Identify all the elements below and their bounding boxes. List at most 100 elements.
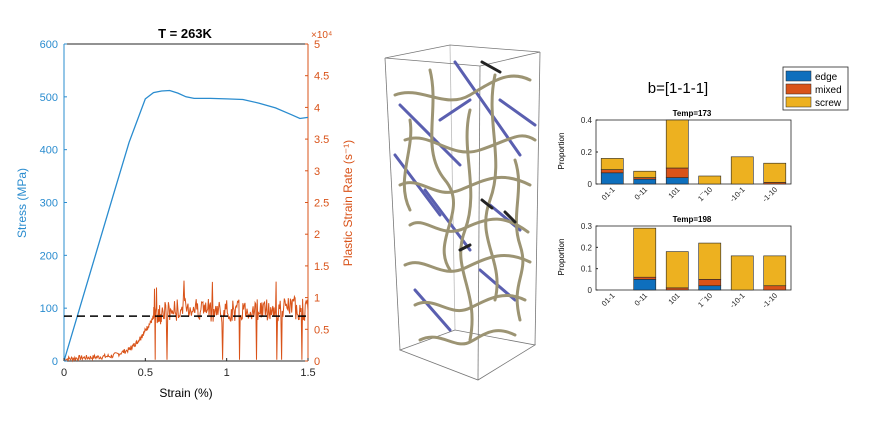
x-tick-label: 1¯10 <box>696 185 714 203</box>
y-axis-label-right: Plastic Strain Rate (s⁻¹) <box>341 140 355 266</box>
y-tick-label-left: 200 <box>40 250 58 262</box>
x-tick-label: -10-1 <box>728 185 747 204</box>
x-tick-label: 0 <box>61 367 67 379</box>
bar-segment-screw <box>730 156 754 185</box>
bar-segment-mixed <box>665 167 689 178</box>
dislocation-line <box>480 60 502 74</box>
dislocation-lines <box>393 60 537 346</box>
y-tick-label-left: 500 <box>40 92 58 104</box>
chart-title: T = 263K <box>158 26 212 41</box>
x-axis-label: Strain (%) <box>159 386 212 400</box>
stress-line <box>63 89 309 362</box>
x-tick-label: -1-10 <box>760 291 779 310</box>
dislocation-line <box>403 134 537 154</box>
dislocation-line <box>498 98 537 127</box>
bar-segment-screw <box>665 251 689 289</box>
dislocation-line <box>403 254 532 273</box>
dislocation-line <box>459 108 474 342</box>
y-tick-label: 0 <box>588 286 593 295</box>
x-tick-label: 1 <box>224 367 230 379</box>
x-tick-label: -1-10 <box>760 185 779 204</box>
x-tick-label: 1.5 <box>300 367 315 379</box>
x-tick-label: 0-11 <box>633 291 650 308</box>
bar-segment-mixed <box>698 279 722 287</box>
y-tick-label: 0.2 <box>581 243 593 252</box>
x-tick-label: -10-1 <box>728 291 747 310</box>
y-tick-label: 0.2 <box>581 148 593 157</box>
legend-label-mixed: mixed <box>815 85 842 96</box>
dislocation-line <box>503 210 517 224</box>
y-tick-label-right: 1 <box>314 293 320 305</box>
x-tick-label: 0.5 <box>138 367 153 379</box>
dislocation-line <box>398 175 532 194</box>
bar-segment-mixed <box>763 285 787 291</box>
bar-segment-screw <box>698 175 722 185</box>
plot-frame <box>595 225 792 291</box>
bar-segment-edge <box>633 279 657 291</box>
bar-segment-screw <box>600 158 624 170</box>
y-axis-label: Proportion <box>557 133 566 170</box>
legend-swatch-screw <box>785 96 812 108</box>
x-tick-label: 01-1 <box>600 185 617 202</box>
bar-segment-mixed <box>633 276 657 280</box>
bar-segment-edge <box>633 178 657 185</box>
y-tick-label-right: 4 <box>314 102 320 114</box>
plastic-strain-rate-line <box>63 280 309 363</box>
bar-segment-mixed <box>600 169 624 174</box>
y-tick-label-left: 300 <box>40 198 58 210</box>
y-tick-label-right: 3.5 <box>314 134 329 146</box>
dislocation-line <box>484 73 499 302</box>
bar-segment-screw <box>763 162 787 183</box>
chart-title: Temp=173 <box>673 109 712 118</box>
legend-label-edge: edge <box>815 72 838 83</box>
legend-swatch-edge <box>785 70 812 82</box>
x-tick-label: 1¯10 <box>696 291 714 309</box>
bar-chart-temp-198: Temp=198 Proportion 0 0.1 0.2 0.3 01-1 0-11 10… <box>557 215 792 310</box>
dislocation-line <box>413 288 452 332</box>
bar-segment-edge <box>665 177 689 185</box>
y-tick-label-right: 3 <box>314 166 320 178</box>
y-tick-label-right: 4.5 <box>314 71 329 83</box>
dislocation-line <box>428 68 456 272</box>
bar-segment-edge <box>698 285 722 291</box>
right-axis-exponent: ×10⁴ <box>311 30 332 41</box>
y-tick-label-left: 0 <box>52 356 58 368</box>
stress-strain-chart: T = 263K 0 0.5 1 1.5010020030040050060000.5… <box>15 26 355 400</box>
legend-label-screw: screw <box>815 98 842 109</box>
box-top-face <box>384 44 541 67</box>
y-tick-label-right: 2.5 <box>314 198 329 210</box>
y-tick-label-right: 0 <box>314 356 320 368</box>
y-tick-label-right: 5 <box>314 39 320 51</box>
y-axis-label: Proportion <box>557 239 566 276</box>
y-tick-label-right: 0.5 <box>314 324 329 336</box>
tick-labels: 0 0.5 1 1.5010020030040050060000.511.522.53… <box>40 39 330 379</box>
y-tick-label: 0.4 <box>581 116 593 125</box>
bar-segment-screw <box>633 227 657 278</box>
y-tick-label-right: 1.5 <box>314 261 329 273</box>
bar-segment-mixed <box>665 287 689 291</box>
bar-segment-screw <box>698 242 722 280</box>
dislocation-line <box>398 103 462 167</box>
legend-swatch-mixed <box>785 83 812 95</box>
box-edge <box>534 51 541 346</box>
bar-segment-screw <box>633 170 657 178</box>
dislocation-structure-image <box>384 44 541 381</box>
x-tick-label: 101 <box>666 291 681 306</box>
legend: edge mixed screw <box>782 66 849 111</box>
dislocation-line <box>402 118 413 212</box>
y-tick-label: 0 <box>588 180 593 189</box>
dislocation-line <box>438 98 472 122</box>
y-tick-label-left: 100 <box>40 303 58 315</box>
dislocation-line <box>418 329 517 346</box>
burgers-vector-title: b=[1-1-1] <box>648 80 708 97</box>
x-tick-label: 01-1 <box>600 291 617 308</box>
chart-title: Temp=198 <box>673 215 712 224</box>
dislocation-line <box>393 74 532 102</box>
y-tick-label: 0.3 <box>581 222 593 231</box>
y-tick-label: 0.1 <box>581 265 593 274</box>
dislocation-line <box>513 158 525 322</box>
dislocation-line <box>458 243 472 252</box>
dislocation-line <box>480 198 494 210</box>
bar-segment-screw <box>763 255 787 287</box>
